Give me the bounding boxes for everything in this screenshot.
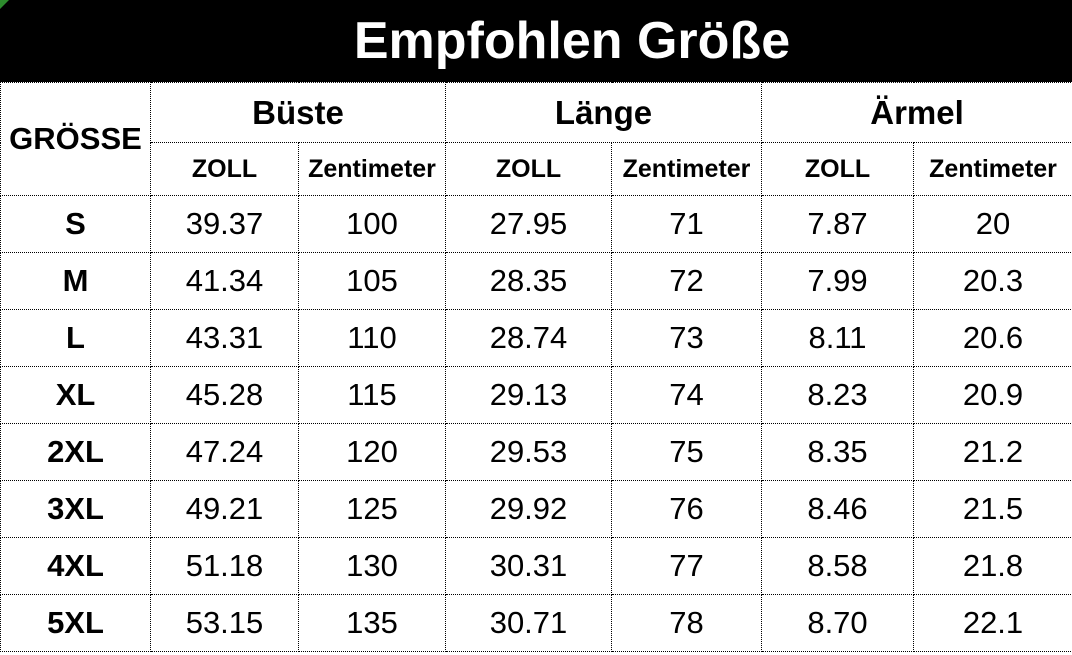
- value-cell: 7.87: [761, 195, 914, 253]
- value-cell: 74: [611, 366, 762, 424]
- size-cell: XL: [0, 366, 151, 424]
- value-cell: 8.58: [761, 537, 914, 595]
- value-cell: 30.71: [445, 594, 612, 652]
- value-cell: 78: [611, 594, 762, 652]
- value-cell: 20: [912, 195, 1072, 253]
- value-cell: 21.2: [912, 423, 1072, 481]
- header-group-bueste: Büste: [150, 82, 446, 143]
- value-cell: 77: [611, 537, 762, 595]
- value-cell: 76: [611, 480, 762, 538]
- size-table: GRÖSSE Büste Länge Ärmel ZOLL Zentimeter…: [0, 82, 1072, 652]
- table-row: M 41.34 105 28.35 72 7.99 20.3: [0, 252, 1072, 310]
- value-cell: 8.35: [761, 423, 914, 481]
- value-cell: 22.1: [912, 594, 1072, 652]
- value-cell: 27.95: [445, 195, 612, 253]
- value-cell: 21.8: [912, 537, 1072, 595]
- value-cell: 28.35: [445, 252, 612, 310]
- header-group-laenge: Länge: [445, 82, 762, 143]
- value-cell: 29.13: [445, 366, 612, 424]
- header-aermel-zoll: ZOLL: [761, 142, 914, 196]
- value-cell: 20.3: [912, 252, 1072, 310]
- value-cell: 105: [298, 252, 446, 310]
- page-title: Empfohlen Größe: [353, 12, 791, 70]
- value-cell: 8.23: [761, 366, 914, 424]
- value-cell: 28.74: [445, 309, 612, 367]
- value-cell: 47.24: [150, 423, 299, 481]
- size-cell: M: [0, 252, 151, 310]
- excel-corner-flag-icon: [0, 0, 9, 9]
- value-cell: 29.92: [445, 480, 612, 538]
- header-bueste-zentimeter: Zentimeter: [298, 142, 446, 196]
- value-cell: 51.18: [150, 537, 299, 595]
- title-banner: Empfohlen Größe: [0, 0, 1072, 82]
- value-cell: 75: [611, 423, 762, 481]
- value-cell: 8.11: [761, 309, 914, 367]
- value-cell: 73: [611, 309, 762, 367]
- table-row: L 43.31 110 28.74 73 8.11 20.6: [0, 309, 1072, 367]
- value-cell: 135: [298, 594, 446, 652]
- header-aermel-zentimeter: Zentimeter: [912, 142, 1072, 196]
- value-cell: 110: [298, 309, 446, 367]
- size-cell: 2XL: [0, 423, 151, 481]
- size-cell: S: [0, 195, 151, 253]
- value-cell: 115: [298, 366, 446, 424]
- header-group-aermel: Ärmel: [760, 82, 1072, 143]
- size-cell: L: [0, 309, 151, 367]
- size-cell: 5XL: [0, 594, 151, 652]
- header-laenge-zentimeter: Zentimeter: [611, 142, 762, 196]
- table-row: XL 45.28 115 29.13 74 8.23 20.9: [0, 366, 1072, 424]
- value-cell: 41.34: [150, 252, 299, 310]
- value-cell: 100: [298, 195, 446, 253]
- table-row: 3XL 49.21 125 29.92 76 8.46 21.5: [0, 480, 1072, 538]
- value-cell: 72: [611, 252, 762, 310]
- value-cell: 49.21: [150, 480, 299, 538]
- value-cell: 39.37: [150, 195, 299, 253]
- value-cell: 8.46: [761, 480, 914, 538]
- value-cell: 125: [298, 480, 446, 538]
- size-table-header: GRÖSSE Büste Länge Ärmel ZOLL Zentimeter…: [0, 82, 1072, 196]
- value-cell: 7.99: [761, 252, 914, 310]
- table-row: 2XL 47.24 120 29.53 75 8.35 21.2: [0, 423, 1072, 481]
- value-cell: 45.28: [150, 366, 299, 424]
- value-cell: 71: [611, 195, 762, 253]
- value-cell: 8.70: [761, 594, 914, 652]
- table-row: S 39.37 100 27.95 71 7.87 20: [0, 195, 1072, 253]
- value-cell: 53.15: [150, 594, 299, 652]
- size-cell: 3XL: [0, 480, 151, 538]
- value-cell: 120: [298, 423, 446, 481]
- header-groesse: GRÖSSE: [0, 82, 151, 196]
- size-cell: 4XL: [0, 537, 151, 595]
- value-cell: 30.31: [445, 537, 612, 595]
- header-bueste-zoll: ZOLL: [150, 142, 299, 196]
- unit-header-row: ZOLL Zentimeter ZOLL Zentimeter ZOLL Zen…: [1, 142, 1072, 196]
- value-cell: 43.31: [150, 309, 299, 367]
- group-header-row: GRÖSSE Büste Länge Ärmel: [0, 82, 1072, 196]
- value-cell: 21.5: [912, 480, 1072, 538]
- value-cell: 130: [298, 537, 446, 595]
- table-row: 5XL 53.15 135 30.71 78 8.70 22.1: [0, 594, 1072, 652]
- header-laenge-zoll: ZOLL: [445, 142, 612, 196]
- table-row: 4XL 51.18 130 30.31 77 8.58 21.8: [0, 537, 1072, 595]
- value-cell: 20.6: [912, 309, 1072, 367]
- value-cell: 20.9: [912, 366, 1072, 424]
- value-cell: 29.53: [445, 423, 612, 481]
- size-table-body: S 39.37 100 27.95 71 7.87 20 M 41.34 105 28.35 72 7.…: [0, 195, 1072, 652]
